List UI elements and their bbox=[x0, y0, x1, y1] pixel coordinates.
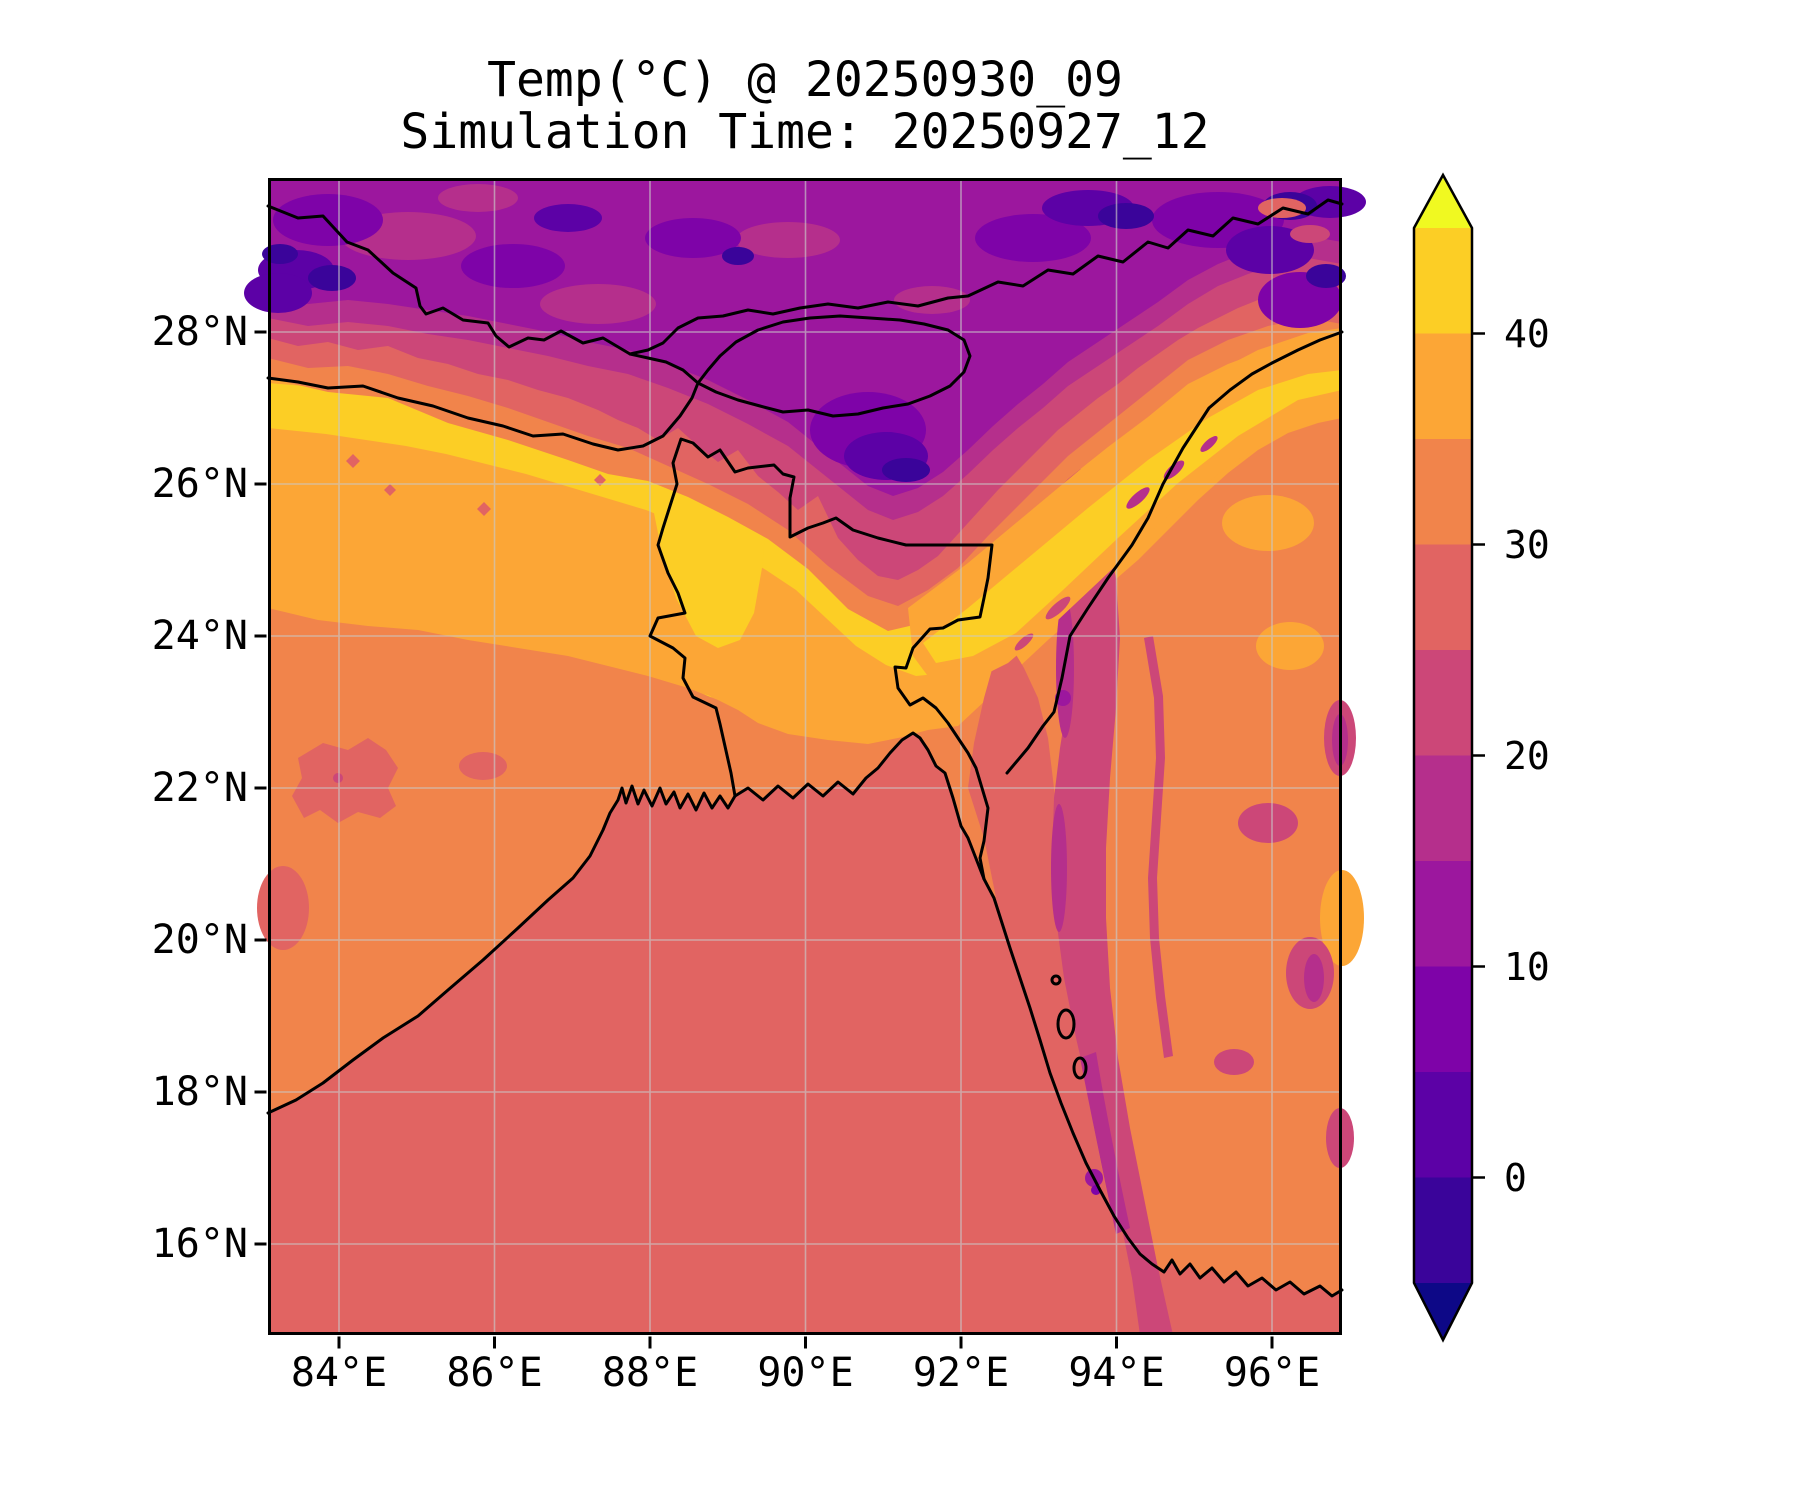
field-darkviolet-blobs bbox=[244, 186, 1366, 480]
field-pink-spot-topright bbox=[1290, 225, 1330, 243]
coast-arakan bbox=[982, 877, 1344, 1298]
coast-west-bengal bbox=[266, 784, 737, 1115]
colorbar-over-arrow bbox=[1414, 175, 1472, 228]
ytick-18n: 18°N bbox=[151, 1069, 248, 1115]
border-bangladesh bbox=[648, 437, 994, 881]
xtick-96e: 96°E bbox=[1223, 1350, 1321, 1396]
island-cheduba bbox=[1072, 1056, 1088, 1080]
colorbar-seg-m5-0 bbox=[1414, 1177, 1472, 1283]
ytick-20n: 20°N bbox=[151, 917, 248, 963]
border-nepal-north bbox=[266, 198, 1344, 356]
colorbar-seg-10-15 bbox=[1414, 861, 1472, 967]
xtick-94e: 94°E bbox=[1068, 1350, 1165, 1396]
xtick-90e: 90°E bbox=[757, 1350, 854, 1396]
island-ramree bbox=[1056, 1008, 1076, 1040]
cbtick-40: 40 bbox=[1504, 311, 1550, 356]
field-amber-east-patches bbox=[1222, 495, 1364, 966]
border-nepal-south bbox=[266, 352, 700, 452]
plot-title: Temp(°C) @ 20250930_09 bbox=[487, 52, 1123, 108]
colorbar-seg-20-25 bbox=[1414, 650, 1472, 756]
cbtick-30: 30 bbox=[1504, 522, 1550, 567]
field-assam-tongue-yellow bbox=[923, 370, 1342, 663]
xtick-84e: 84°E bbox=[290, 1350, 388, 1396]
cbtick-0: 0 bbox=[1504, 1155, 1527, 1200]
ytick-26n: 26°N bbox=[151, 461, 248, 507]
border-bhutan bbox=[696, 314, 972, 418]
coast-delta bbox=[733, 731, 986, 881]
xtick-92e: 92°E bbox=[912, 1350, 1010, 1396]
ytick-16n: 16°N bbox=[151, 1221, 248, 1267]
cbtick-20: 20 bbox=[1504, 733, 1550, 778]
field-valley-pink-dashes bbox=[1014, 596, 1071, 651]
map-frame bbox=[268, 178, 1342, 1335]
axis-tickmarks bbox=[254, 330, 1274, 1349]
colorbar-seg-40-45 bbox=[1414, 228, 1472, 334]
xtick-88e: 88°E bbox=[601, 1350, 699, 1396]
colorbar-seg-15-20 bbox=[1414, 755, 1472, 861]
colorbar-seg-5-10 bbox=[1414, 966, 1472, 1072]
colorbar-seg-35-40 bbox=[1414, 333, 1472, 439]
coastlines-borders bbox=[266, 198, 1344, 1298]
ytick-24n: 24°N bbox=[151, 613, 248, 659]
xtick-86e: 86°E bbox=[446, 1350, 543, 1396]
colorbar bbox=[1412, 172, 1485, 1343]
field-magenta-ridge-cores bbox=[1051, 598, 1348, 1234]
colorbar-seg-30-35 bbox=[1414, 439, 1472, 545]
colorbar-seg-0-5 bbox=[1414, 1072, 1472, 1178]
ytick-22n: 22°N bbox=[151, 765, 248, 811]
colorbar-seg-25-30 bbox=[1414, 544, 1472, 650]
plot-subtitle: Simulation Time: 20250927_12 bbox=[400, 104, 1210, 160]
map-plot bbox=[244, 178, 1366, 1349]
border-india-myanmar bbox=[1005, 330, 1344, 775]
colorbar-outline bbox=[1412, 172, 1474, 1343]
cbtick-10: 10 bbox=[1504, 944, 1550, 989]
colorbar-tickmarks bbox=[1472, 332, 1485, 1179]
colorbar-under-arrow bbox=[1414, 1283, 1472, 1340]
island-small bbox=[1050, 974, 1062, 986]
ytick-28n: 28°N bbox=[151, 309, 248, 355]
